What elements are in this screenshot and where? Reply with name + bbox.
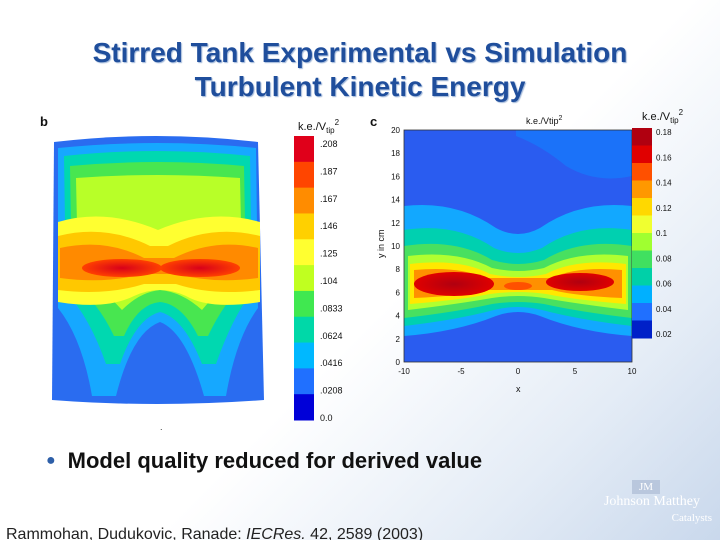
right-colorbar-tick-label: 0.12 bbox=[656, 204, 672, 213]
left-colorbar-segment bbox=[294, 342, 314, 369]
right-colorbar-tick-label: 0.14 bbox=[656, 179, 672, 188]
logo-badge: JM bbox=[632, 480, 660, 494]
logo-line-2: Catalysts bbox=[671, 512, 712, 524]
right-y-tick-label: 12 bbox=[391, 219, 400, 228]
right-y-tick-label: 16 bbox=[391, 172, 400, 181]
right-colorbar-segment bbox=[632, 198, 652, 216]
citation-journal: IECRes. bbox=[246, 526, 306, 540]
left-colorbar-tick-label: .146 bbox=[320, 221, 338, 231]
left-colorbar bbox=[294, 136, 314, 421]
panel-label-c: c bbox=[370, 114, 377, 129]
right-y-tick-label: 8 bbox=[396, 265, 401, 274]
right-y-axis-label: y in cm bbox=[376, 229, 386, 258]
right-y-tick-label: 18 bbox=[391, 149, 400, 158]
right-colorbar-tick-label: 0.1 bbox=[656, 229, 668, 238]
right-y-tick-label: 6 bbox=[396, 288, 401, 297]
right-colorbar-segment bbox=[632, 303, 652, 321]
right-x-ticks: -10 -5 0 5 10 bbox=[398, 367, 637, 376]
contour-core-left bbox=[82, 259, 162, 277]
citation: Rammohan, Dudukovic, Ranade: IECRes. 42,… bbox=[6, 526, 423, 540]
citation-authors: Rammohan, Dudukovic, Ranade: bbox=[6, 526, 242, 540]
right-y-tick-label: 0 bbox=[396, 358, 401, 367]
right-colorbar-segment bbox=[632, 180, 652, 199]
left-colorbar-segment bbox=[294, 187, 314, 214]
right-colorbar-segment bbox=[632, 215, 652, 234]
johnson-matthey-logo: JM Johnson Matthey Catalysts bbox=[592, 480, 712, 530]
left-colorbar-tick-label: .104 bbox=[320, 276, 338, 286]
right-x-tick-label: 5 bbox=[573, 367, 578, 376]
left-colorbar-segment bbox=[294, 368, 314, 395]
left-legend-title: k.e./Vtip2 bbox=[298, 118, 340, 135]
right-plot-title: k.e./Vtip2 bbox=[526, 115, 563, 126]
logo-line-1: Johnson Matthey bbox=[603, 494, 701, 509]
title-line-2: Turbulent Kinetic Energy bbox=[194, 71, 526, 102]
left-colorbar-tick-label: .167 bbox=[320, 194, 338, 204]
right-y-tick-label: 10 bbox=[391, 242, 400, 251]
right-colorbar-segment bbox=[632, 285, 652, 304]
left-colorbar-segment bbox=[294, 161, 314, 189]
sim-core-left bbox=[414, 272, 494, 296]
left-colorbar-tick-label: .0624 bbox=[320, 331, 343, 341]
left-colorbar-tick-label: .187 bbox=[320, 166, 338, 176]
bullet-dot-icon: ● bbox=[46, 452, 56, 469]
slide-title: Stirred Tank Experimental vs Simulation … bbox=[0, 36, 720, 104]
right-colorbar-tick-label: 0.16 bbox=[656, 153, 672, 162]
right-x-tick-label: 0 bbox=[516, 367, 521, 376]
left-colorbar-segment bbox=[294, 213, 314, 240]
panel-label-b: b bbox=[40, 114, 48, 129]
right-colorbar-tick-label: 0.18 bbox=[656, 128, 672, 137]
left-colorbar-segment bbox=[294, 394, 314, 421]
right-colorbar-segment bbox=[632, 268, 652, 286]
right-x-tick-label: 10 bbox=[628, 367, 637, 376]
bullet-text: Model quality reduced for derived value bbox=[67, 448, 483, 473]
right-colorbar-tick-label: 0.04 bbox=[656, 305, 672, 314]
left-colorbar-tick-label: .208 bbox=[320, 139, 338, 149]
right-y-tick-label: 2 bbox=[396, 335, 401, 344]
left-colorbar-tick-label: 0.0 bbox=[320, 413, 333, 423]
left-colorbar-tick-label: .0833 bbox=[320, 303, 343, 313]
left-colorbar-segment bbox=[294, 136, 314, 163]
right-colorbar-segment bbox=[632, 163, 652, 181]
right-colorbar-tick-label: 0.06 bbox=[656, 280, 672, 289]
left-colorbar-segment bbox=[294, 290, 314, 318]
left-colorbar-tick-label: .0416 bbox=[320, 358, 343, 368]
right-colorbar-segment bbox=[632, 128, 652, 146]
left-colorbar-segment bbox=[294, 316, 314, 344]
right-colorbar bbox=[632, 128, 652, 339]
right-colorbar-segment bbox=[632, 233, 652, 251]
right-colorbar-segment bbox=[632, 320, 652, 339]
right-y-tick-label: 14 bbox=[391, 196, 400, 205]
right-colorbar-segment bbox=[632, 250, 652, 269]
simulation-contour-plot: c k.e./Vtip2 k.e./Vtip2 y in cm 20181614… bbox=[370, 108, 684, 394]
left-colorbar-tick-label: .125 bbox=[320, 249, 338, 259]
right-colorbar-tick-label: 0.02 bbox=[656, 330, 672, 339]
left-colorbar-labels: .208 .187 .167 .146 .125 .104 .0833 .0624 .0416.… bbox=[320, 139, 343, 423]
sim-core-mid bbox=[504, 282, 532, 290]
right-legend-title: k.e./Vtip2 bbox=[642, 108, 684, 125]
title-line-1: Stirred Tank Experimental vs Simulation bbox=[92, 37, 628, 68]
left-colorbar-tick-label: .0208 bbox=[320, 386, 343, 396]
experimental-contour-plot: b k.e./Vtip2 .208 .187 .167 .146 .125 .104 .08… bbox=[40, 114, 343, 432]
right-colorbar-tick-label: 0.08 bbox=[656, 254, 672, 263]
right-y-tick-label: 20 bbox=[391, 126, 400, 135]
bullet-point: ● Model quality reduced for derived value bbox=[46, 448, 482, 474]
right-x-tick-label: -5 bbox=[457, 367, 465, 376]
right-x-axis-label: x bbox=[516, 384, 521, 394]
sim-top-lightblue bbox=[516, 130, 632, 179]
left-colorbar-segment bbox=[294, 239, 314, 266]
left-colorbar-segment bbox=[294, 265, 314, 292]
sim-core-right bbox=[546, 273, 614, 291]
plot-dot: . bbox=[160, 422, 163, 432]
right-colorbar-segment bbox=[632, 145, 652, 164]
right-x-tick-label: -10 bbox=[398, 367, 410, 376]
citation-volume: 42, 2589 (2003) bbox=[310, 526, 424, 540]
contour-core-right bbox=[160, 259, 240, 277]
right-colorbar-labels: 0.18 0.16 0.14 0.12 0.1 0.08 0.06 0.04 0.02 bbox=[656, 128, 672, 339]
right-y-tick-label: 4 bbox=[396, 312, 401, 321]
